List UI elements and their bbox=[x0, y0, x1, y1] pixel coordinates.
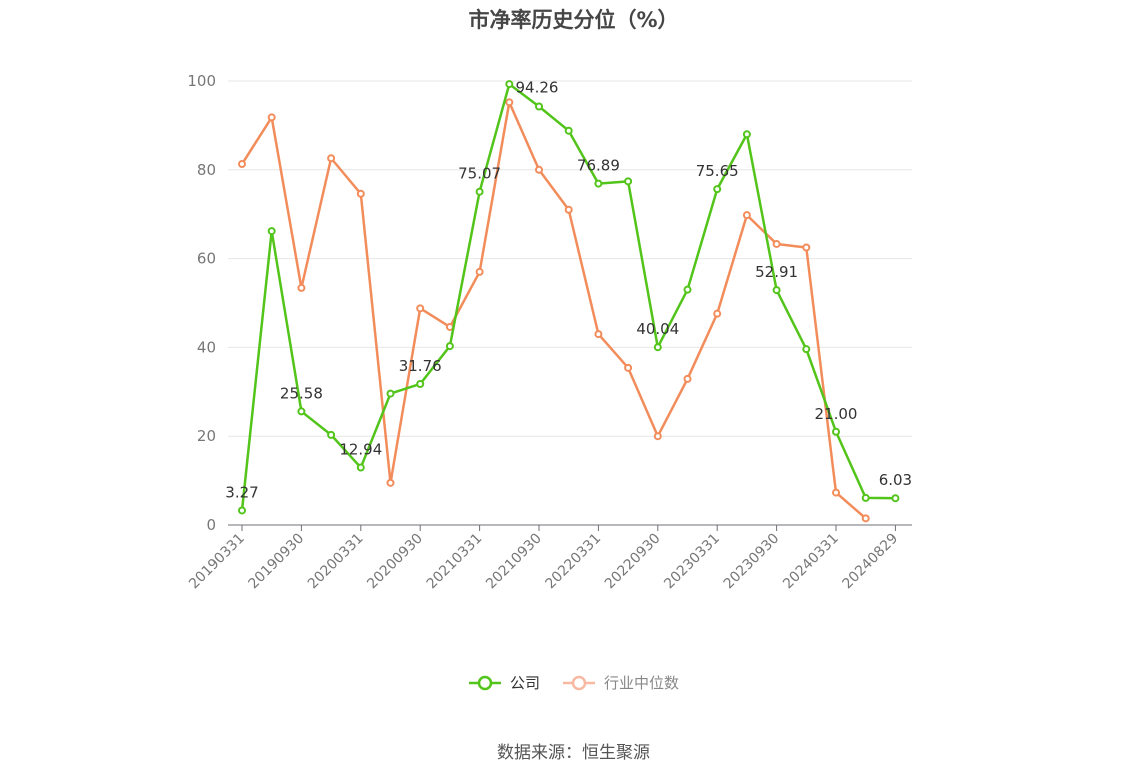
y-tick-label: 60 bbox=[197, 250, 216, 268]
legend-marker-icon bbox=[468, 675, 501, 690]
legend-marker-icon bbox=[563, 675, 595, 690]
data-label: 40.04 bbox=[636, 320, 679, 338]
legend-dot bbox=[477, 675, 493, 690]
data-point bbox=[861, 514, 870, 523]
y-tick-label: 20 bbox=[197, 427, 216, 445]
data-point bbox=[356, 189, 365, 198]
legend-dot bbox=[571, 675, 587, 690]
y-tick-label: 80 bbox=[197, 161, 216, 179]
chart-title: 市净率历史分位（%） bbox=[468, 8, 679, 32]
data-point bbox=[802, 243, 811, 252]
data-point bbox=[505, 98, 514, 107]
legend-item[interactable]: 公司 bbox=[468, 672, 540, 693]
data-point bbox=[327, 154, 336, 163]
x-tick-label: 20200930 bbox=[364, 531, 426, 593]
data-point bbox=[386, 389, 395, 398]
data-point bbox=[535, 102, 543, 111]
x-axis: 2019033120190930202003312020093020210331… bbox=[186, 524, 912, 593]
series-group bbox=[238, 80, 900, 523]
data-label: 52.91 bbox=[755, 263, 798, 281]
data-point bbox=[891, 494, 900, 503]
data-point bbox=[832, 488, 840, 497]
data-point bbox=[416, 304, 425, 313]
legend-label: 行业中位数 bbox=[604, 674, 680, 692]
data-label: 25.58 bbox=[280, 384, 323, 402]
y-axis: 0 20 40 60 80 100 bbox=[187, 72, 216, 534]
data-labels: 3.27 25.58 12.94 31.76 75.07 94.26 76.89 40.04 7… bbox=[225, 78, 912, 501]
data-point bbox=[713, 185, 722, 194]
data-point bbox=[475, 267, 484, 276]
data-point bbox=[267, 227, 276, 236]
y-tick-label: 100 bbox=[187, 72, 216, 90]
data-point bbox=[683, 374, 692, 383]
x-tick-label: 20240829 bbox=[840, 531, 902, 593]
source-note: 数据来源：恒生聚源 bbox=[497, 743, 650, 763]
x-tick-label: 20200331 bbox=[305, 531, 367, 593]
data-point bbox=[713, 309, 722, 318]
data-point bbox=[416, 379, 425, 388]
data-point bbox=[594, 330, 603, 339]
data-point bbox=[238, 160, 246, 169]
data-point bbox=[475, 187, 484, 196]
y-tick-label: 0 bbox=[206, 516, 216, 534]
data-point bbox=[772, 239, 781, 248]
x-tick-label: 20210930 bbox=[483, 531, 545, 593]
data-point bbox=[742, 130, 751, 139]
data-point bbox=[564, 126, 573, 135]
data-point bbox=[742, 211, 751, 220]
legend: 公司 行业中位数 bbox=[0, 672, 1147, 693]
data-point bbox=[356, 463, 365, 472]
data-label: 76.89 bbox=[577, 157, 620, 175]
x-tick-label: 20230331 bbox=[661, 531, 723, 593]
data-point bbox=[653, 343, 662, 352]
x-tick-label: 20210331 bbox=[424, 531, 486, 593]
x-tick-label: 20190930 bbox=[246, 531, 308, 593]
data-point bbox=[594, 179, 603, 188]
data-label: 94.26 bbox=[516, 78, 559, 96]
data-point bbox=[624, 363, 633, 372]
data-label: 3.27 bbox=[225, 483, 258, 501]
data-label: 12.94 bbox=[339, 441, 382, 459]
data-point bbox=[564, 205, 573, 214]
series-line bbox=[240, 101, 867, 520]
data-point bbox=[267, 113, 276, 122]
x-tick-label: 20240331 bbox=[780, 531, 842, 593]
data-point bbox=[445, 342, 454, 351]
data-point bbox=[653, 432, 662, 441]
data-point bbox=[297, 407, 306, 416]
data-point bbox=[861, 493, 870, 502]
data-point bbox=[297, 283, 306, 292]
data-point bbox=[505, 80, 514, 89]
data-point bbox=[832, 427, 840, 436]
legend-label: 公司 bbox=[509, 674, 540, 692]
data-point bbox=[238, 506, 246, 515]
data-point bbox=[535, 165, 543, 174]
data-point bbox=[624, 177, 633, 186]
data-label: 6.03 bbox=[879, 471, 912, 489]
data-point bbox=[386, 478, 395, 487]
data-point bbox=[772, 286, 781, 295]
data-label: 31.76 bbox=[399, 357, 442, 375]
x-tick-label: 20220930 bbox=[602, 531, 664, 593]
data-point bbox=[327, 430, 336, 439]
data-label: 21.00 bbox=[815, 405, 858, 423]
x-tick-label: 20230930 bbox=[721, 531, 783, 593]
legend-item[interactable]: 行业中位数 bbox=[562, 672, 679, 693]
data-label: 75.65 bbox=[696, 162, 739, 180]
data-point bbox=[802, 345, 811, 354]
data-label: 75.07 bbox=[458, 165, 501, 183]
y-tick-label: 40 bbox=[197, 338, 216, 356]
x-tick-label: 20220331 bbox=[543, 531, 605, 593]
x-tick-label: 20190331 bbox=[186, 531, 248, 593]
data-point bbox=[683, 285, 692, 294]
